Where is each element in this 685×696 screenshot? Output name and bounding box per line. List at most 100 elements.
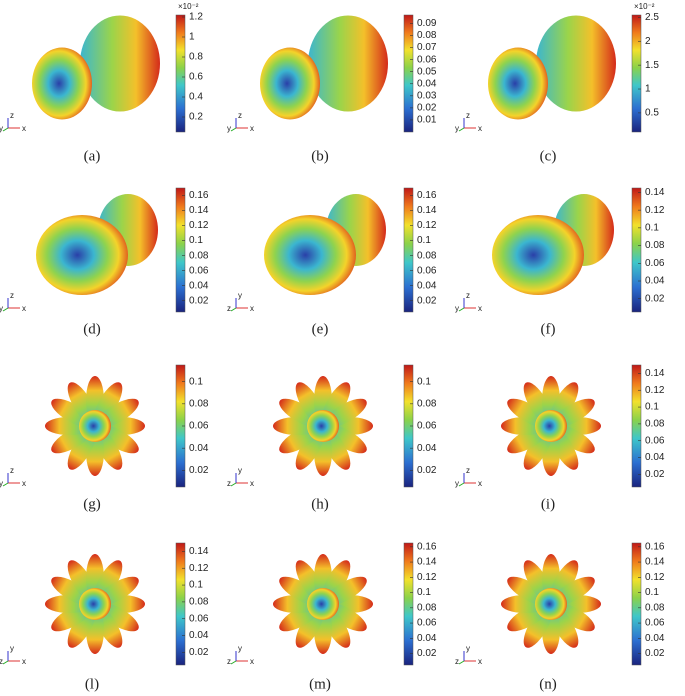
triad-label: z — [10, 466, 14, 475]
triad-label: x — [250, 479, 254, 488]
pattern-shape — [260, 47, 320, 120]
colorbar — [631, 187, 642, 313]
axis-triad — [458, 307, 465, 312]
colorbar — [175, 14, 186, 133]
axis-triad — [2, 127, 9, 132]
colorbar-tick-label: 0.1 — [417, 235, 431, 246]
triad-label: z — [455, 657, 459, 666]
colorbar-tick-label: 0.1 — [645, 222, 659, 233]
colorbar-tick-label: 0.04 — [417, 78, 437, 89]
triad-label: y — [455, 479, 459, 488]
colorbar-tick-label: 0.02 — [417, 103, 437, 114]
pattern-shape — [80, 15, 160, 112]
panel-label: (c) — [540, 148, 557, 164]
colorbar-tick-label: 0.06 — [645, 618, 665, 629]
colorbar-tick-label: 0.02 — [417, 295, 437, 306]
colorbar-tick-label: 1 — [189, 32, 195, 43]
triad-label: x — [250, 124, 254, 133]
pattern-shape — [32, 47, 92, 120]
colorbar-tick-label: 0.12 — [417, 572, 437, 583]
panel-label: (e) — [312, 321, 329, 337]
colorbar-tick-label: 0.12 — [189, 220, 209, 231]
colorbar — [631, 14, 642, 133]
colorbar-tick-label: 2.5 — [645, 12, 659, 23]
triad-label: x — [22, 304, 26, 313]
triad-label: y — [10, 644, 14, 653]
colorbar-tick-label: 0.1 — [417, 376, 431, 387]
colorbar-tick-label: 1.5 — [645, 60, 659, 71]
colorbar-tick-label: 0.1 — [189, 376, 203, 387]
colorbar-tick-label: 0.14 — [189, 205, 209, 216]
colorbar-tick-label: 0.08 — [645, 240, 665, 251]
panel-label: (m) — [309, 676, 331, 692]
triad-label: z — [227, 657, 231, 666]
pattern-center — [535, 410, 567, 442]
colorbar-tick-label: 0.02 — [417, 648, 437, 659]
triad-label: y — [0, 304, 3, 313]
axis-triad — [458, 660, 465, 665]
panel-label: (b) — [311, 148, 329, 164]
triad-label: z — [10, 111, 14, 120]
triad-label: z — [227, 479, 231, 488]
triad-label: x — [250, 304, 254, 313]
colorbar-tick-label: 0.09 — [417, 18, 437, 29]
panel-label: (g) — [83, 496, 101, 512]
colorbar-tick-label: 0.1 — [189, 580, 203, 591]
pattern-shape — [36, 215, 128, 295]
colorbar-tick-label: 1.2 — [189, 12, 203, 23]
colorbar-tick-label: 0.08 — [189, 398, 209, 409]
pattern-center — [307, 410, 339, 442]
colorbar-tick-label: 0.14 — [645, 557, 665, 568]
pattern-shape — [536, 15, 616, 112]
colorbar-tick-label: 0.16 — [417, 541, 437, 552]
triad-label: x — [478, 304, 482, 313]
colorbar-tick-label: 0.01 — [417, 115, 437, 126]
colorbar-tick-label: 0.08 — [417, 602, 437, 613]
panel-label: (h) — [311, 496, 329, 512]
colorbar-tick-label: 0.14 — [645, 368, 665, 379]
colorbar-tick-label: 0.2 — [189, 112, 203, 123]
triad-label: z — [466, 291, 470, 300]
colorbar-tick-label: 0.06 — [189, 265, 209, 276]
colorbar — [631, 542, 642, 666]
colorbar-tick-label: 0.12 — [645, 385, 665, 396]
triad-label: z — [466, 466, 470, 475]
colorbar-tick-label: 0.06 — [645, 435, 665, 446]
colorbar-tick-label: 0.08 — [645, 419, 665, 430]
colorbar-tick-label: 0.05 — [417, 66, 437, 77]
colorbar-tick-label: 0.1 — [645, 587, 659, 598]
colorbar-tick-label: 0.14 — [189, 546, 209, 557]
pattern-shape — [492, 215, 584, 295]
colorbar-tick-label: 0.1 — [417, 587, 431, 598]
colorbar-tick-label: 0.16 — [645, 541, 665, 552]
colorbar-tick-label: 0.8 — [189, 52, 203, 63]
colorbar-tick-label: 0.08 — [189, 250, 209, 261]
panel-label: (i) — [541, 496, 555, 512]
colorbar-tick-label: 0.06 — [417, 421, 437, 432]
colorbar — [403, 187, 414, 313]
colorbar-exponent: ×10⁻² — [634, 2, 655, 11]
colorbar-tick-label: 0.1 — [645, 402, 659, 413]
axis-triad — [458, 482, 465, 487]
triad-label: z — [227, 304, 231, 313]
colorbar-tick-label: 0.04 — [189, 443, 209, 454]
panel-label: (f) — [541, 321, 556, 337]
triad-label: z — [238, 111, 242, 120]
colorbar — [403, 542, 414, 666]
triad-label: y — [466, 644, 470, 653]
colorbar-tick-label: 0.5 — [645, 108, 659, 119]
axis-triad — [230, 307, 237, 312]
colorbar-tick-label: 0.06 — [417, 54, 437, 65]
colorbar-tick-label: 0.04 — [189, 280, 209, 291]
colorbar-tick-label: 0.08 — [417, 30, 437, 41]
pattern-center — [79, 588, 111, 620]
colorbar-tick-label: 0.6 — [189, 72, 203, 83]
colorbar-tick-label: 0.1 — [189, 235, 203, 246]
axis-triad — [2, 482, 9, 487]
colorbar-tick-label: 0.08 — [417, 398, 437, 409]
triad-label: x — [250, 657, 254, 666]
colorbar-tick-label: 0.02 — [645, 293, 665, 304]
colorbar-tick-label: 0.4 — [189, 92, 203, 103]
triad-label: y — [455, 124, 459, 133]
panel-label: (n) — [539, 676, 557, 692]
